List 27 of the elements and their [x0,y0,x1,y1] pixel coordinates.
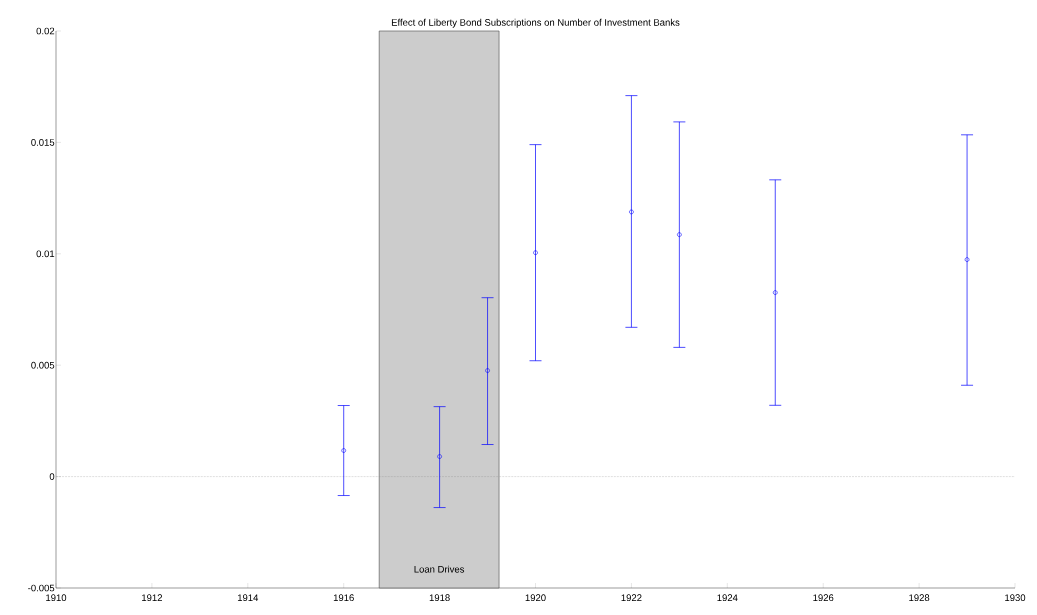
y-tick-label: -0.005 [28,584,55,592]
x-tick-label: 1916 [333,594,354,602]
x-tick-label: 1914 [237,594,259,602]
band-label: Loan Drives [414,565,465,573]
y-tick-label: 0.01 [36,250,55,258]
point [629,209,634,215]
x-tick-label: 1920 [525,594,546,602]
point [341,448,346,453]
x-tick-label: 1928 [909,594,930,602]
y-tick-label: 0.02 [36,27,55,35]
point [533,250,538,255]
point [677,232,682,237]
y-tick-label: 0.005 [31,361,55,369]
chart-title: Effect of Liberty Bond Subscriptions on Number of Investment Banks [391,18,680,28]
point [772,290,778,295]
y-tick-label: 0.015 [31,139,55,146]
point [964,257,970,262]
x-tick-label: 1910 [46,594,67,602]
x-tick-label: 1922 [621,594,642,602]
point [437,454,442,459]
y-tick-label: 0 [49,473,55,480]
x-tick-label: 1926 [813,594,834,602]
point [485,368,490,373]
x-tick-label: 1930 [1005,594,1026,602]
x-tick-label: 1918 [429,594,450,602]
x-tick-label: 1912 [142,594,162,602]
x-tick-label: 1924 [717,594,738,602]
